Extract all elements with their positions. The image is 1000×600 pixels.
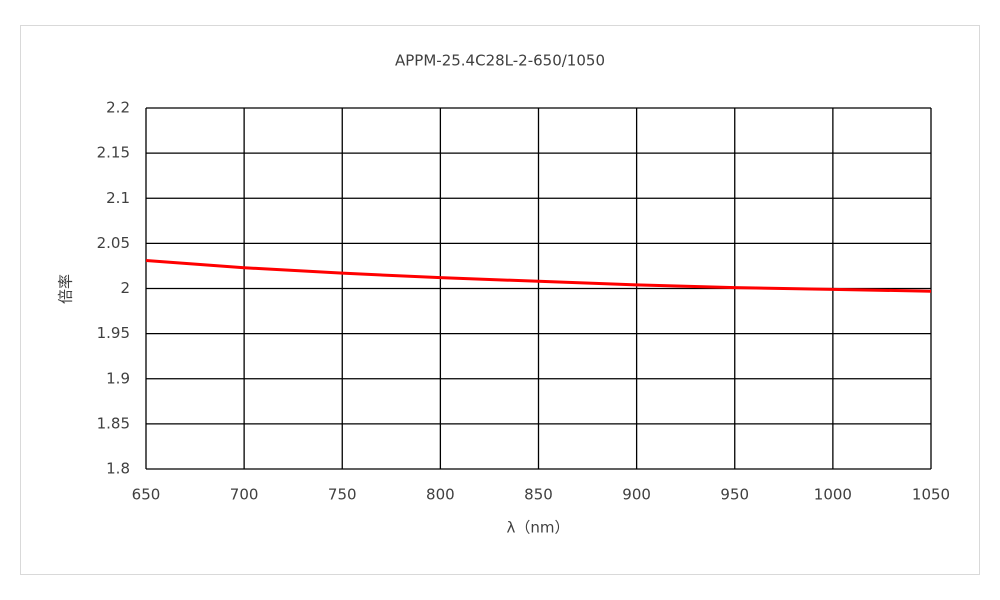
x-tick-label: 750	[328, 486, 357, 504]
y-tick-label: 2.2	[106, 99, 130, 117]
x-tick-label: 900	[622, 486, 651, 504]
y-tick-label: 2.05	[97, 234, 130, 252]
y-tick-label: 1.85	[97, 414, 130, 432]
data-line	[145, 259, 932, 293]
x-tick-label: 1000	[814, 486, 852, 504]
y-tick-label: 1.8	[106, 460, 130, 478]
y-tick-label: 2	[120, 279, 130, 297]
y-axis-label: 倍率	[57, 274, 75, 304]
x-tick-label: 800	[426, 486, 455, 504]
x-tick-label: 650	[132, 486, 161, 504]
y-tick-label: 1.9	[106, 369, 130, 387]
y-tick-label: 2.1	[106, 189, 130, 207]
chart-frame	[20, 25, 980, 575]
x-tick-label: 700	[230, 486, 259, 504]
x-tick-label: 950	[720, 486, 749, 504]
y-tick-label: 2.15	[97, 144, 130, 162]
chart-title: APPM-25.4C28L-2-650/1050	[395, 52, 605, 70]
x-tick-label: 1050	[912, 486, 950, 504]
x-axis-label: λ（nm）	[507, 519, 570, 537]
x-tick-label: 850	[524, 486, 553, 504]
y-tick-label: 1.95	[97, 324, 130, 342]
